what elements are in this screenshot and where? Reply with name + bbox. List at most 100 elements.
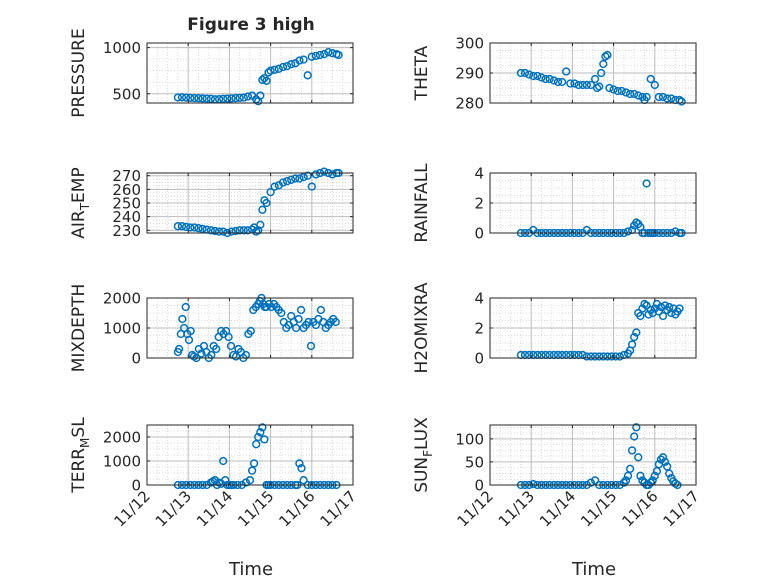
data-point <box>181 222 191 232</box>
data-point <box>270 182 279 191</box>
data-point <box>630 89 639 99</box>
y-tick-label: 280 <box>455 95 484 113</box>
data-point <box>181 302 190 312</box>
y-tick-label: 0 <box>474 350 484 368</box>
y-tick-label: 290 <box>455 65 484 83</box>
data-point <box>621 88 631 97</box>
data-point <box>648 476 657 485</box>
data-point <box>660 457 670 467</box>
y-axis-label-main: H2OMIXRA <box>412 282 432 373</box>
data-point <box>603 352 612 361</box>
data-point <box>274 64 283 73</box>
y-tick-label: 300 <box>455 35 484 53</box>
data-point <box>303 171 312 180</box>
data-point <box>278 178 288 187</box>
data-point <box>266 187 275 197</box>
subplot-5: 0 1000 2000 MIXDEPTH <box>69 284 354 373</box>
data-point <box>625 89 635 99</box>
data-point <box>582 80 591 90</box>
data-point <box>178 314 187 324</box>
data-point <box>324 48 333 57</box>
data-point <box>295 459 304 468</box>
data-point <box>181 93 191 102</box>
data-point <box>206 226 216 235</box>
data-point <box>590 352 600 361</box>
data-point <box>334 50 343 60</box>
data-point <box>306 341 316 351</box>
data-point <box>241 478 251 487</box>
tick-marks <box>489 425 697 486</box>
data-point <box>619 478 629 487</box>
y-tick-label: 270 <box>112 167 141 185</box>
data-point <box>315 50 325 60</box>
data-point <box>226 341 236 351</box>
data-point <box>607 352 616 361</box>
y-tick-label: 100 <box>455 430 484 448</box>
data-point <box>654 92 664 102</box>
data-point <box>642 301 651 310</box>
data-point <box>227 94 236 103</box>
y-axis-label: MIXDEPTH <box>69 284 89 373</box>
data-point <box>231 226 240 236</box>
data-point <box>246 326 255 336</box>
y-axis-label-main: SUN <box>412 457 432 493</box>
data-point <box>223 94 232 103</box>
x-tick-label: 11/13 <box>495 487 538 530</box>
tick-marks <box>489 172 697 234</box>
axes-box <box>146 42 354 104</box>
y-tick-label: 240 <box>112 208 141 226</box>
data-point <box>636 471 645 480</box>
figure-title: Figure 3 high <box>187 15 315 35</box>
data-point <box>520 68 530 78</box>
data-point <box>295 174 304 183</box>
data-point <box>663 94 672 103</box>
data-point <box>650 471 659 480</box>
data-point <box>297 464 306 473</box>
data-point <box>632 328 641 337</box>
data-point <box>646 478 655 487</box>
y-axis-label-main: MIXDEPTH <box>69 284 89 373</box>
y-tick-label: 2 <box>474 320 484 338</box>
y-tick-label: 0 <box>474 477 484 495</box>
y-axis-label-tail: SL <box>69 417 89 438</box>
data-point <box>627 340 637 349</box>
y-tick-label: 1000 <box>103 453 141 471</box>
subplot-7: 01000200011/1211/1311/1411/1511/1611/17T… <box>69 417 360 531</box>
y-axis-label-subscript: T <box>78 202 92 211</box>
y-axis-label: H2OMIXRA <box>412 282 432 373</box>
x-tick-label: 11/15 <box>234 487 277 530</box>
subplot-4: 0 2 4 RAINFALL <box>412 163 697 243</box>
data-point <box>256 428 265 437</box>
data-point <box>278 62 288 72</box>
data-point <box>307 182 316 191</box>
data-point <box>173 93 183 102</box>
tick-marks <box>489 297 697 359</box>
data-point <box>638 476 647 485</box>
data-point <box>599 59 608 69</box>
data-point <box>632 423 641 432</box>
tick-marks <box>146 173 354 233</box>
data-point <box>677 97 686 106</box>
data-point <box>541 74 550 84</box>
data-point <box>667 94 676 103</box>
y-axis-label: TERRMSL <box>69 417 92 494</box>
data-point <box>239 93 248 102</box>
y-axis-label: RAINFALL <box>412 163 432 243</box>
data-point <box>206 94 216 103</box>
data-point <box>320 49 329 59</box>
data-point <box>658 92 668 102</box>
data-point <box>627 446 637 455</box>
y-axis-label-main: TERR <box>69 448 89 494</box>
data-point <box>642 92 651 102</box>
data-point <box>537 73 546 82</box>
y-tick-label: 230 <box>112 222 141 240</box>
series-points <box>173 293 340 363</box>
data-point <box>186 93 195 103</box>
data-point <box>210 476 220 485</box>
data-point <box>219 227 228 236</box>
x-tick-label: 11/14 <box>193 487 236 530</box>
data-point <box>186 326 195 336</box>
data-point <box>316 305 326 315</box>
data-point <box>212 344 221 354</box>
